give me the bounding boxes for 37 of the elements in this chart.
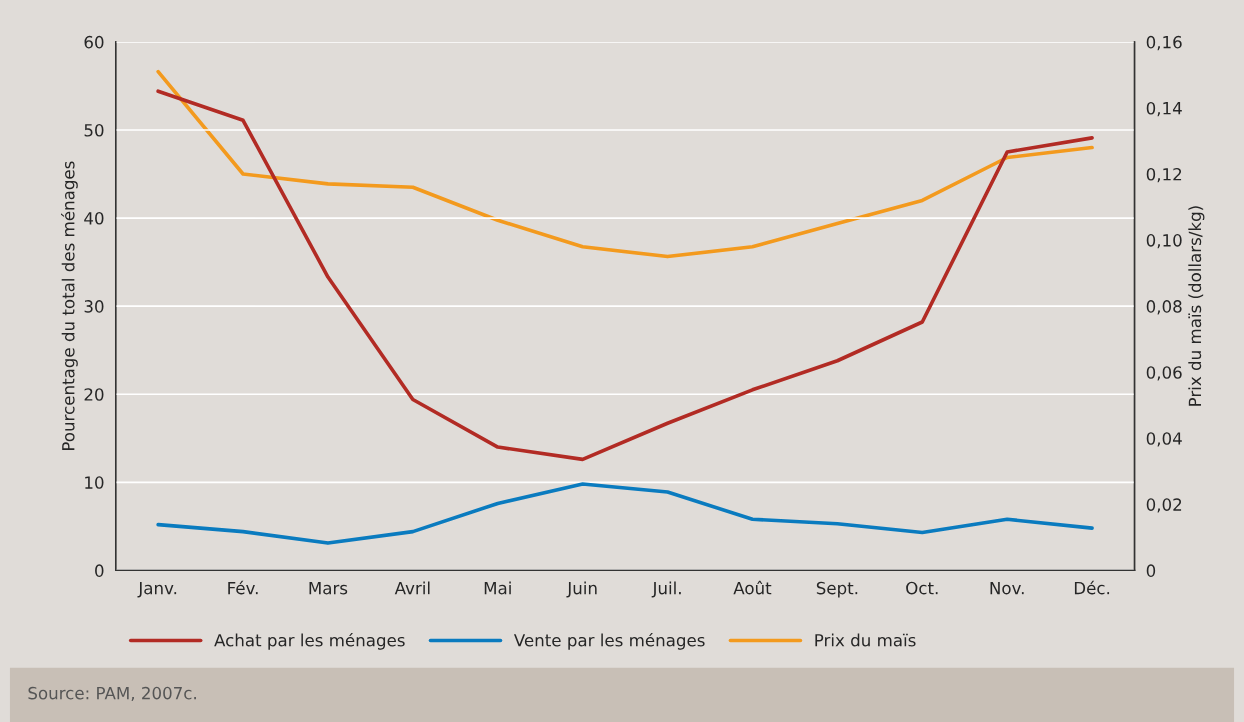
source-note: Source: PAM, 2007c.: [28, 686, 196, 702]
legend-label: Achat par les ménages: [214, 632, 405, 650]
y-tick-label: 50: [84, 123, 104, 137]
x-tick-label: Avril: [394, 581, 430, 595]
x-tick-label: Déc.: [1074, 580, 1110, 595]
line-series: [156, 69, 1094, 259]
y2-tick-label: 0,08: [1146, 300, 1182, 315]
y2-tick-label: 0,06: [1146, 366, 1182, 381]
y-tick-label: 60: [84, 35, 104, 49]
y2-tick-label: 0: [1146, 564, 1156, 577]
x-tick-label: Fév.: [228, 580, 258, 595]
x-tick-label: Août: [733, 580, 772, 595]
x-tick-label: Nov.: [990, 582, 1024, 595]
y2-tick-label: 0,02: [1146, 498, 1182, 513]
x-tick-label: Janv.: [137, 582, 177, 598]
line-series: [156, 482, 1094, 545]
y-tick-label: 20: [84, 388, 104, 401]
y-tick-label: 40: [84, 212, 104, 225]
y2-tick-label: 0,12: [1146, 167, 1182, 183]
x-tick-label: Sept.: [816, 581, 858, 598]
x-tick-label: Juin: [566, 581, 597, 598]
y-tick-label: 10: [85, 476, 104, 489]
x-tick-label: Juil.: [651, 581, 681, 598]
y2-tick-label: 0,14: [1146, 101, 1182, 117]
x-tick-label: Mars: [309, 582, 348, 595]
y2-tick-label: 0,16: [1146, 35, 1182, 51]
line-series: [156, 89, 1094, 462]
legend-label: Vente par les ménages: [513, 632, 705, 650]
y2-tick-label: 0,04: [1146, 432, 1182, 447]
y-axis-title: Pourcentage du total des ménages: [61, 161, 78, 450]
y2-tick-label: 0,10: [1146, 234, 1182, 249]
x-tick-label: Oct.: [906, 581, 938, 595]
x-tick-label: Mai: [484, 581, 511, 595]
y2-axis-title: Prix du maïs (dollars/kg): [1188, 206, 1205, 406]
y-tick-label: 0: [95, 564, 104, 577]
y-tick-label: 30: [84, 300, 104, 313]
legend-label: Prix du maïs: [815, 633, 916, 647]
